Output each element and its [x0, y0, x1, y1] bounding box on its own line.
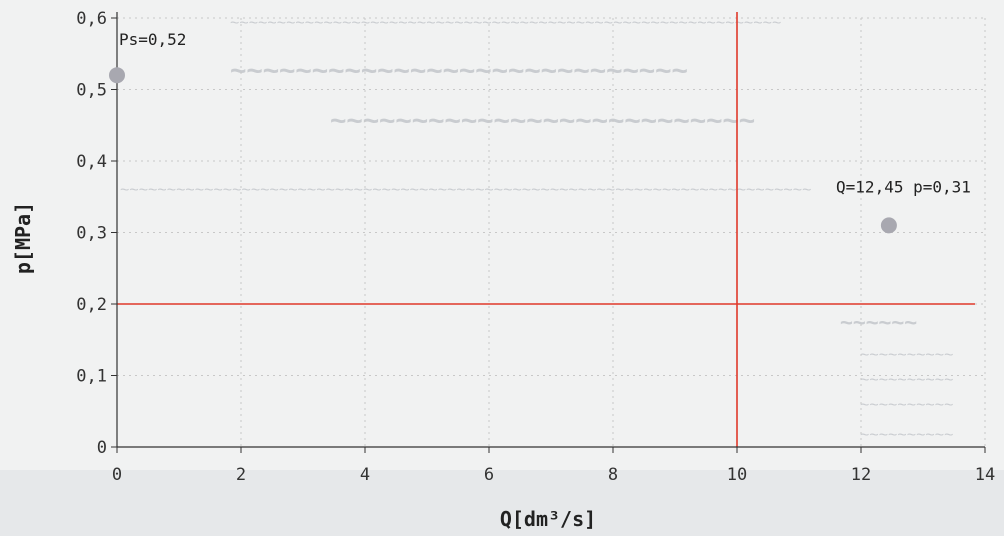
x-tick-label: 8 — [608, 465, 618, 485]
x-tick-label: 0 — [112, 465, 122, 485]
svg-text:~~~~~~~~~~~~~~~~~~~~~~~~~~~~: ~~~~~~~~~~~~~~~~~~~~~~~~~~~~ — [230, 55, 688, 86]
y-axis-title: p[MPa] — [11, 202, 35, 274]
x-axis-title: Q[dm³/s] — [500, 507, 596, 531]
y-tick-label: 0,6 — [76, 9, 107, 29]
y-tick-label: 0 — [97, 438, 107, 458]
x-tick-label: 6 — [484, 465, 494, 485]
svg-text:~~~~~~~~~~~~~~~~~~~~~~~~~~~~~~: ~~~~~~~~~~~~~~~~~~~~~~~~~~~~~~~~~~~~~~~~… — [230, 15, 781, 32]
x-tick-label: 4 — [360, 465, 370, 485]
axes — [111, 12, 986, 453]
tick-labels: 0 2 4 6 8 10 12 14 0 0,1 0,2 0,3 0,4 0,5 0,6 — [76, 9, 995, 485]
data-point-label: Ps=0,52 — [119, 30, 186, 49]
y-tick-label: 0,2 — [76, 295, 107, 315]
reference-lines — [117, 12, 975, 447]
svg-text:~~~~~~~~~~~~~~~~~~~~~~~~~~~~~~: ~~~~~~~~~~~~~~~~~~~~~~~~~~~~~~~~~~~~~~~~… — [120, 182, 811, 199]
y-tick-label: 0,4 — [76, 152, 107, 172]
data-points: Ps=0,52 Q=12,45 p=0,31 — [109, 30, 971, 234]
x-tick-label: 12 — [851, 465, 871, 485]
data-point-label: Q=12,45 p=0,31 — [836, 177, 971, 196]
svg-text:~~~~~~~~~~~~~~~~~~~~~~~~~~: ~~~~~~~~~~~~~~~~~~~~~~~~~~ — [330, 105, 755, 136]
x-tick-label: 14 — [975, 465, 995, 485]
y-tick-label: 0,3 — [76, 224, 107, 244]
svg-text:~~~~~~~~~~: ~~~~~~~~~~ — [860, 397, 953, 414]
svg-text:~~~~~~~~~~: ~~~~~~~~~~ — [860, 347, 953, 364]
y-tick-label: 0,5 — [76, 81, 107, 101]
x-tick-label: 10 — [727, 465, 747, 485]
data-point — [880, 217, 897, 234]
svg-text:~~~~~~: ~~~~~~ — [840, 310, 917, 335]
svg-text:~~~~~~~~~~: ~~~~~~~~~~ — [860, 427, 953, 444]
x-tick-label: 2 — [236, 465, 246, 485]
data-point — [109, 67, 125, 84]
svg-text:~~~~~~~~~~: ~~~~~~~~~~ — [860, 372, 953, 389]
y-tick-label: 0,1 — [76, 367, 107, 387]
